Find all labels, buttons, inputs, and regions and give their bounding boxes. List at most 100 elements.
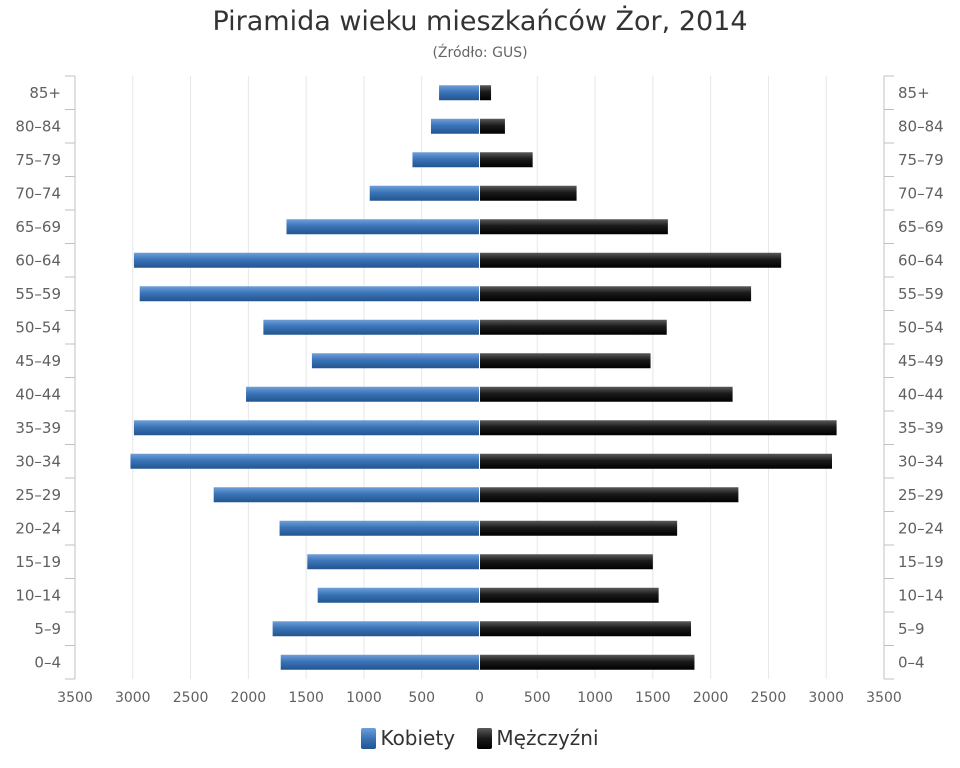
bar-kobiety: [133, 420, 480, 436]
bar-kobiety: [280, 654, 480, 670]
bar-kobiety: [246, 386, 480, 402]
bar-kobiety: [130, 453, 480, 469]
y-tick-label-left: 35–39: [15, 419, 61, 437]
bar-mezczyzni: [479, 621, 691, 637]
bar-kobiety: [213, 487, 480, 503]
bar-kobiety: [439, 85, 480, 101]
x-tick-label: 1000: [577, 690, 613, 706]
y-tick-label-right: 45–49: [898, 352, 944, 370]
y-tick-label-left: 70–74: [15, 184, 61, 202]
y-tick-label-right: 55–59: [898, 285, 944, 303]
bar-mezczyzni: [479, 353, 651, 369]
y-tick-label-left: 40–44: [15, 385, 61, 403]
x-tick-label: 3000: [115, 690, 151, 706]
y-tick-label-right: 20–24: [898, 519, 944, 537]
bar-kobiety: [139, 286, 480, 302]
bar-mezczyzni: [479, 185, 577, 201]
legend-item-kobiety[interactable]: Kobiety: [361, 726, 455, 750]
y-tick-label-left: 55–59: [15, 285, 61, 303]
bar-kobiety: [369, 185, 480, 201]
chart-legend: Kobiety Mężczyźni: [0, 724, 960, 750]
bar-mezczyzni: [479, 654, 695, 670]
legend-swatch-mezczyzni: [477, 727, 493, 749]
bar-mezczyzni: [479, 420, 837, 436]
chart-title: Piramida wieku mieszkańców Żor, 2014: [212, 6, 748, 37]
bar-kobiety: [286, 219, 480, 235]
bar-mezczyzni: [479, 252, 782, 268]
x-tick-label: 1500: [635, 690, 671, 706]
y-tick-label-right: 0–4: [898, 653, 925, 671]
x-tick-label: 2000: [693, 690, 729, 706]
bar-mezczyzni: [479, 386, 733, 402]
legend-swatch-kobiety: [361, 727, 377, 749]
bar-kobiety: [311, 353, 480, 369]
x-tick-label: 500: [408, 690, 435, 706]
y-tick-label-right: 15–19: [898, 553, 944, 571]
y-tick-label-right: 60–64: [898, 251, 944, 269]
y-tick-label-left: 85+: [29, 84, 61, 102]
y-tick-label-right: 35–39: [898, 419, 944, 437]
bar-kobiety: [430, 118, 480, 134]
y-tick-label-right: 30–34: [898, 452, 944, 470]
y-tick-label-left: 15–19: [15, 553, 61, 571]
y-tick-label-left: 30–34: [15, 452, 61, 470]
x-tick-label: 500: [524, 690, 551, 706]
bar-kobiety: [317, 587, 480, 603]
axis-layer: [65, 75, 894, 680]
y-tick-label-left: 20–24: [15, 519, 61, 537]
x-tick-label: 1500: [288, 690, 324, 706]
legend-item-mezczyzni[interactable]: Mężczyźni: [477, 725, 599, 750]
x-tick-label: 3000: [808, 690, 844, 706]
y-tick-label-left: 10–14: [15, 586, 61, 604]
bar-kobiety: [133, 252, 480, 268]
y-tick-label-right: 50–54: [898, 318, 944, 336]
bar-mezczyzni: [479, 319, 667, 335]
y-tick-label-right: 75–79: [898, 151, 944, 169]
x-tick-label: 3500: [866, 690, 902, 706]
y-tick-label-left: 0–4: [34, 653, 61, 671]
x-tick-label: 2000: [231, 690, 267, 706]
y-tick-label-left: 50–54: [15, 318, 61, 336]
x-tick-label: 0: [475, 690, 484, 706]
bar-kobiety: [279, 520, 480, 536]
legend-label-mezczyzni: Mężczyźni: [496, 725, 599, 750]
y-tick-label-left: 25–29: [15, 486, 61, 504]
label-layer: 3500 3000 2500 2000 1500 1000 500 0 500 1000 1500 2…: [15, 84, 943, 706]
y-tick-label-right: 65–69: [898, 218, 944, 236]
bar-mezczyzni: [479, 520, 678, 536]
x-tick-label: 2500: [751, 690, 787, 706]
y-tick-label-left: 60–64: [15, 251, 61, 269]
bar-mezczyzni: [479, 85, 492, 101]
x-tick-label: 1000: [346, 690, 382, 706]
bar-kobiety: [307, 554, 480, 570]
y-tick-label-right: 10–14: [898, 586, 944, 604]
bar-mezczyzni: [479, 118, 505, 134]
y-tick-label-right: 80–84: [898, 117, 944, 135]
y-tick-label-right: 5–9: [898, 620, 925, 638]
bar-mezczyzni: [479, 487, 739, 503]
y-tick-label-left: 80–84: [15, 117, 61, 135]
bar-kobiety: [412, 152, 480, 168]
legend-label-kobiety: Kobiety: [380, 725, 456, 750]
y-tick-label-left: 45–49: [15, 352, 61, 370]
bar-layer: [130, 76, 837, 679]
y-tick-label-right: 85+: [898, 84, 930, 102]
y-tick-label-right: 25–29: [898, 486, 944, 504]
bar-mezczyzni: [479, 152, 533, 168]
x-tick-label: 2500: [173, 690, 209, 706]
y-tick-label-right: 40–44: [898, 385, 944, 403]
x-tick-label: 3500: [57, 690, 93, 706]
bar-kobiety: [272, 621, 480, 637]
y-tick-label-left: 75–79: [15, 151, 61, 169]
bar-mezczyzni: [479, 587, 659, 603]
chart-subtitle: (Źródło: GUS): [432, 45, 528, 61]
bar-mezczyzni: [479, 286, 752, 302]
bar-mezczyzni: [479, 219, 668, 235]
y-tick-label-left: 65–69: [15, 218, 61, 236]
bar-kobiety: [263, 319, 480, 335]
y-tick-label-left: 5–9: [34, 620, 61, 638]
bar-mezczyzni: [479, 453, 832, 469]
bar-mezczyzni: [479, 554, 653, 570]
y-tick-label-right: 70–74: [898, 184, 944, 202]
